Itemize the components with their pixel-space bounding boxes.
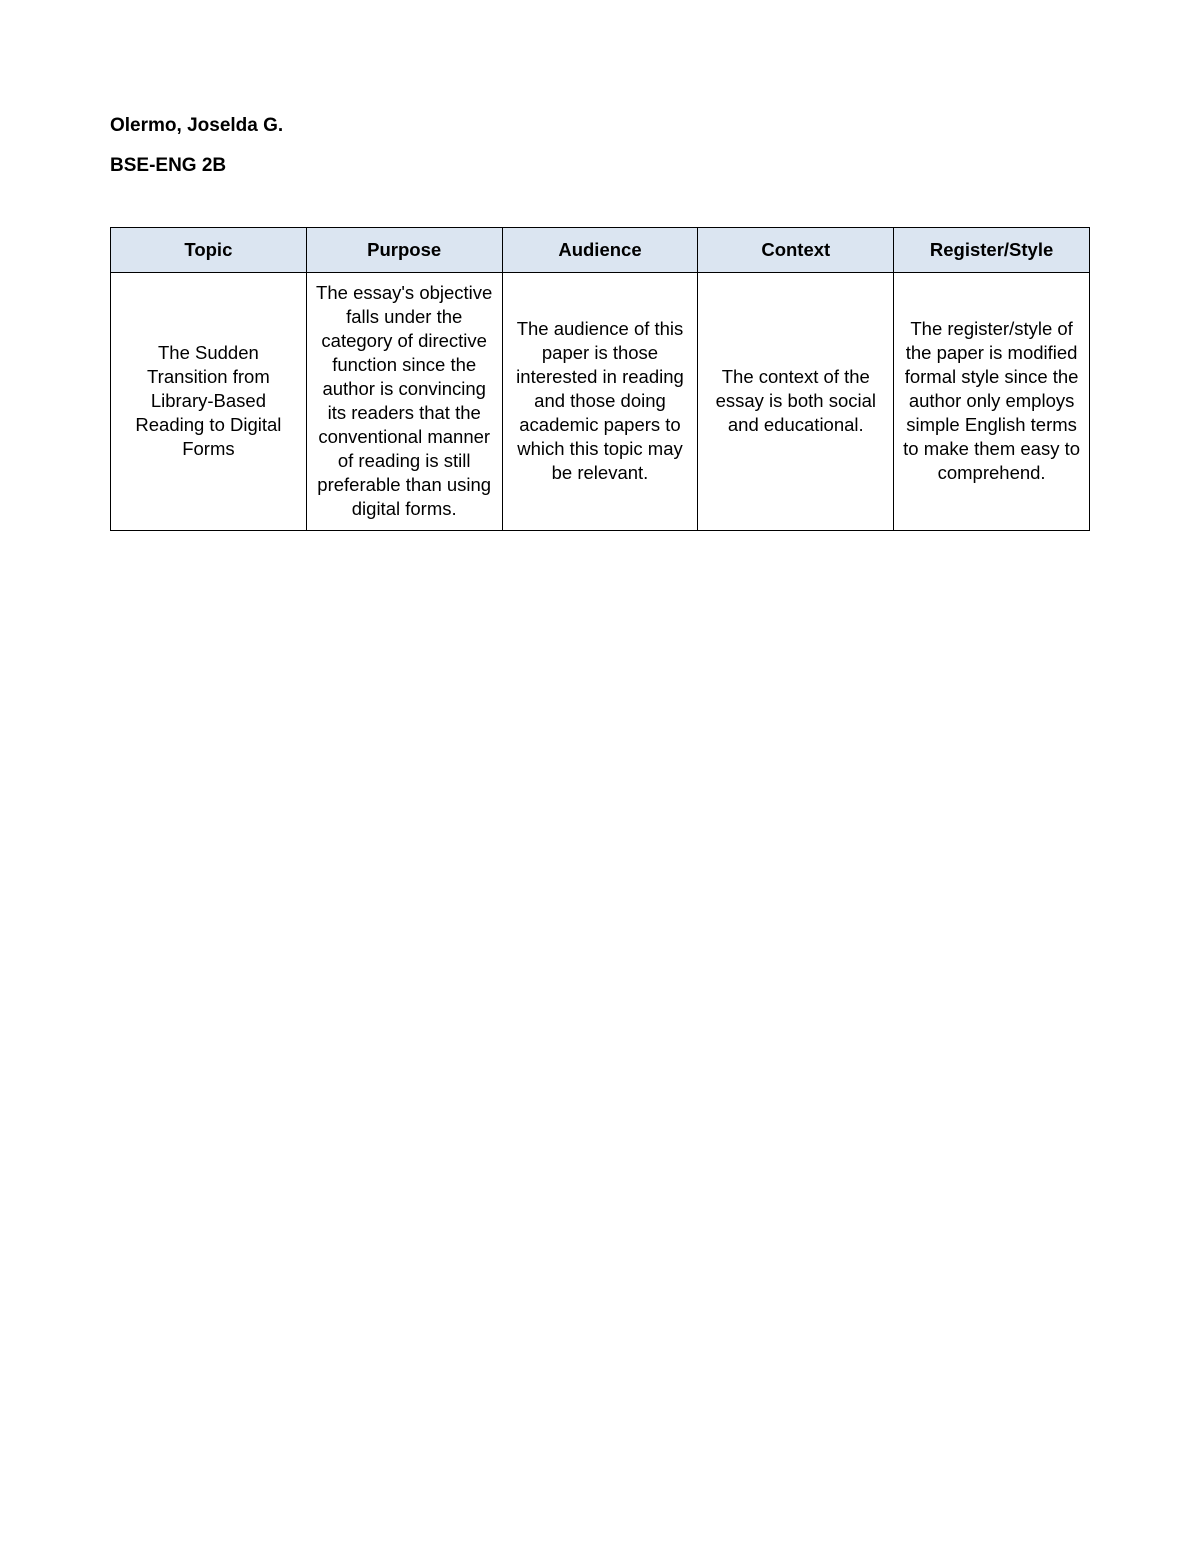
- cell-audience: The audience of this paper is those inte…: [502, 273, 698, 530]
- analysis-table-wrapper: Topic Purpose Audience Context Register/…: [110, 227, 1090, 531]
- cell-context: The context of the essay is both social …: [698, 273, 894, 530]
- table-row: The Sudden Transition from Library-Based…: [111, 273, 1090, 530]
- student-section: BSE-ENG 2B: [110, 155, 1090, 177]
- col-register-style: Register/Style: [894, 228, 1090, 273]
- cell-purpose: The essay's objective falls under the ca…: [306, 273, 502, 530]
- student-name: Olermo, Joselda G.: [110, 115, 1090, 137]
- cell-register-style: The register/style of the paper is modif…: [894, 273, 1090, 530]
- col-purpose: Purpose: [306, 228, 502, 273]
- analysis-table: Topic Purpose Audience Context Register/…: [110, 227, 1090, 531]
- col-audience: Audience: [502, 228, 698, 273]
- col-context: Context: [698, 228, 894, 273]
- cell-topic: The Sudden Transition from Library-Based…: [111, 273, 307, 530]
- col-topic: Topic: [111, 228, 307, 273]
- table-header-row: Topic Purpose Audience Context Register/…: [111, 228, 1090, 273]
